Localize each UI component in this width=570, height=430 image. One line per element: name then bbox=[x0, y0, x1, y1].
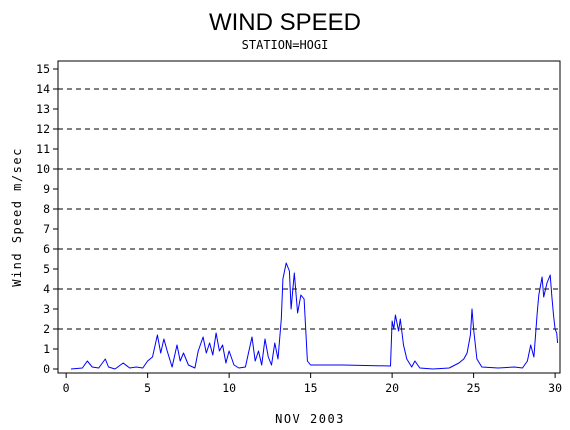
chart-title: WIND SPEED bbox=[209, 9, 361, 36]
x-axis: 0 5 10 15 20 25 30 bbox=[63, 373, 562, 395]
y-tick-label: 12 bbox=[36, 122, 50, 136]
y-tick-label: 6 bbox=[43, 242, 50, 256]
y-tick-label: 2 bbox=[43, 322, 50, 336]
x-tick-label: 30 bbox=[548, 381, 562, 395]
x-tick-label: 5 bbox=[144, 381, 151, 395]
y-tick-label: 8 bbox=[43, 202, 50, 216]
y-tick-label: 4 bbox=[43, 282, 50, 296]
y-tick-label: 9 bbox=[43, 182, 50, 196]
series-line-0 bbox=[70, 262, 559, 370]
x-tick-label: 15 bbox=[304, 381, 318, 395]
y-tick-label: 5 bbox=[43, 262, 50, 276]
y-tick-label: 10 bbox=[36, 162, 50, 176]
y-axis-label: Wind Speed m/sec bbox=[10, 147, 24, 287]
y-tick-label: 3 bbox=[43, 302, 50, 316]
x-tick-label: 10 bbox=[222, 381, 236, 395]
y-tick-label: 1 bbox=[43, 342, 50, 356]
y-tick-label: 7 bbox=[43, 222, 50, 236]
x-tick-label: 25 bbox=[467, 381, 481, 395]
y-tick-label: 14 bbox=[36, 82, 50, 96]
x-axis-label: NOV 2003 bbox=[275, 412, 345, 426]
y-tick-label: 15 bbox=[36, 62, 50, 76]
grid-lines bbox=[58, 88, 560, 330]
chart-subtitle: STATION=HOGI bbox=[242, 38, 329, 52]
y-tick-label: 0 bbox=[43, 362, 50, 376]
y-tick-label: 11 bbox=[36, 142, 50, 156]
x-tick-label: 0 bbox=[63, 381, 70, 395]
series-layer bbox=[70, 262, 559, 370]
y-tick-label: 13 bbox=[36, 102, 50, 116]
plot-area-frame bbox=[57, 60, 561, 374]
x-tick-label: 20 bbox=[385, 381, 399, 395]
